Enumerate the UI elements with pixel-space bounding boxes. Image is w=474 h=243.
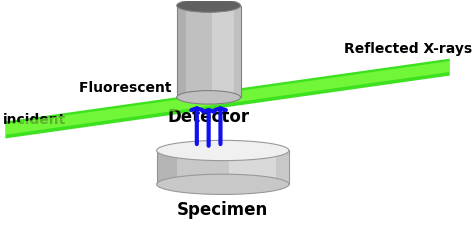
Bar [177,6,186,97]
Text: Reflected X-rays: Reflected X-rays [344,42,473,56]
Bar [177,6,240,97]
Bar [156,150,289,184]
Ellipse shape [156,174,289,194]
Text: Detector: Detector [168,108,250,126]
Ellipse shape [177,0,240,12]
Ellipse shape [180,142,266,159]
Bar [156,150,176,184]
Polygon shape [5,61,450,135]
Polygon shape [5,59,450,139]
Text: Specimen: Specimen [177,201,268,219]
Bar [212,6,234,97]
Bar [229,150,276,184]
Ellipse shape [177,91,240,104]
Text: Fluorescent X-rays: Fluorescent X-rays [79,81,225,95]
Ellipse shape [156,140,289,161]
Text: incident: incident [3,113,66,127]
